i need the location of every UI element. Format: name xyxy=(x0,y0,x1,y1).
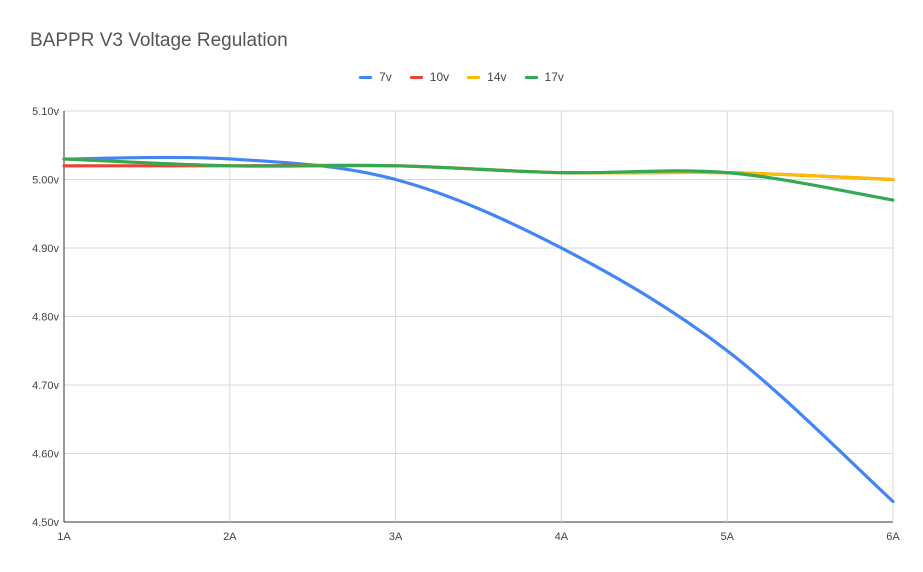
y-tick-label: 4.90v xyxy=(32,243,59,255)
x-tick-label: 5A xyxy=(720,531,734,543)
legend-swatch-17v xyxy=(524,75,538,79)
legend-item-17v[interactable]: 17v xyxy=(524,70,564,84)
x-tick-label: 2A xyxy=(223,531,237,543)
y-tick-label: 4.70v xyxy=(32,380,59,392)
axis-layer: 4.50v 4.60v 4.70v 4.80v 4.90v 5.00v 5.10v 1A 2A 3… xyxy=(32,106,900,543)
legend-label-14v: 14v xyxy=(487,70,507,84)
legend-label-7v: 7v xyxy=(379,70,392,84)
legend-item-14v[interactable]: 14v xyxy=(467,70,507,84)
x-tick-label: 1A xyxy=(57,531,71,543)
x-tick-label: 4A xyxy=(555,531,569,543)
series-line-17v xyxy=(62,157,895,202)
y-tick-label: 4.60v xyxy=(32,449,59,461)
x-tick-label: 6A xyxy=(886,531,900,543)
legend-swatch-7v xyxy=(359,75,373,79)
y-tick-label: 5.10v xyxy=(32,106,59,118)
x-tick-label: 3A xyxy=(389,531,403,543)
legend-item-7v[interactable]: 7v xyxy=(359,70,392,84)
legend-item-10v[interactable]: 10v xyxy=(409,70,450,84)
legend-swatch-14v xyxy=(467,75,481,79)
series-line-7v xyxy=(62,155,895,504)
legend: 7v 10v 14v 17v xyxy=(0,70,923,84)
y-tick-label: 4.80v xyxy=(32,312,59,324)
series-layer xyxy=(62,155,895,504)
legend-label-17v: 17v xyxy=(544,70,564,84)
legend-label-10v: 10v xyxy=(429,70,450,84)
chart-title: BAPPR V3 Voltage Regulation xyxy=(30,30,288,51)
legend-swatch-10v xyxy=(409,75,423,79)
y-tick-label: 5.00v xyxy=(32,175,59,187)
y-tick-label: 4.50v xyxy=(32,517,59,529)
